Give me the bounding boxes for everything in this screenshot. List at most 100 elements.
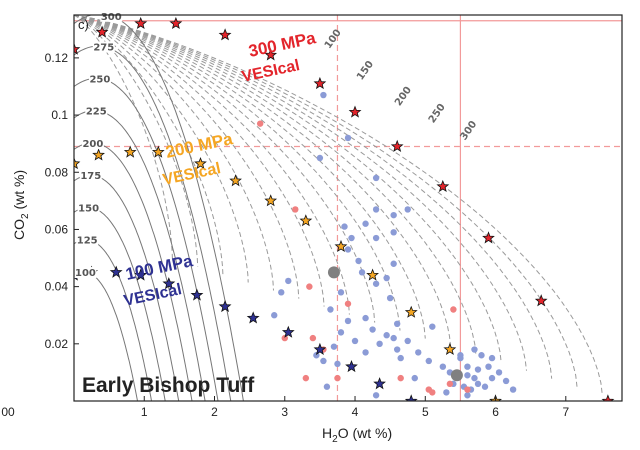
y-axis-label-main: CO	[11, 219, 27, 240]
x-axis-label-rest: O (wt %)	[338, 425, 392, 441]
vesical-star-200-mpa	[151, 145, 165, 158]
melt-inclusion-blue	[390, 229, 397, 236]
series-label-100-vesical: VESIcal	[122, 281, 183, 310]
melt-inclusion-blue	[285, 277, 292, 285]
melt-inclusion-blue	[439, 363, 447, 370]
melt-inclusion-blue	[425, 357, 432, 365]
melt-inclusion-pink	[306, 283, 313, 290]
melt-inclusion-pink	[450, 306, 457, 313]
melt-inclusion-pink	[292, 206, 299, 213]
vesical-star-300-mpa	[348, 105, 362, 118]
melt-inclusion-blue	[316, 154, 324, 162]
x-tick-label: 6	[492, 405, 499, 419]
x-axis-label-main: H	[322, 425, 332, 441]
isobar-label-225: 225	[86, 107, 107, 118]
vesical-star-100-mpa	[109, 265, 123, 278]
melt-inclusion-blue	[337, 289, 345, 296]
plot-frame	[73, 14, 623, 402]
isobar-label-bg	[77, 202, 100, 214]
vesical-star-300-mpa	[264, 48, 278, 61]
y-tick-label: 0.02	[45, 337, 69, 351]
melt-inclusion-blue	[320, 357, 327, 365]
isopleth-curve	[74, 15, 603, 395]
reference-lines	[74, 15, 622, 401]
isopleth-curve	[74, 15, 502, 363]
vesical-star-200-mpa	[74, 156, 81, 170]
melt-inclusion-blue	[509, 386, 517, 393]
vesical-star-200-mpa	[123, 145, 137, 158]
y-axis-label-rest: (wt %)	[11, 170, 27, 214]
melt-inclusion-blue	[495, 369, 503, 376]
isopleth-curve	[74, 15, 300, 299]
x-axis-label-sub: 2	[332, 434, 338, 445]
melt-inclusion-blue	[390, 211, 397, 219]
melt-inclusion-blue	[457, 352, 464, 359]
isobar-label-bg	[88, 73, 111, 85]
melt-inclusion-blue	[471, 374, 478, 382]
melt-inclusion-pink	[397, 374, 404, 382]
vesical-star-100-mpa	[162, 277, 176, 290]
melt-inclusion-blue	[344, 134, 352, 142]
isopleth-label-250: 250	[427, 102, 448, 125]
melt-inclusion-blue	[429, 323, 436, 330]
vesical-star-300-mpa	[436, 179, 450, 193]
isopleth-curves	[74, 15, 603, 395]
y-tick-label: 0.08	[45, 165, 69, 179]
melt-inclusion-blue	[372, 174, 380, 182]
melt-inclusion-blue	[411, 374, 418, 382]
melt-inclusion-blue	[390, 260, 397, 267]
melt-inclusion-blue	[464, 363, 471, 370]
isobar-label-250: 250	[89, 75, 110, 86]
melt-inclusion-blue	[488, 374, 496, 382]
vesical-star-300-mpa	[218, 28, 232, 41]
vesical-star-300-mpa	[601, 394, 615, 401]
melt-inclusion-pink	[344, 300, 352, 307]
melt-inclusion-blue	[390, 334, 397, 342]
y-axis-label: CO2 (wt %)	[11, 170, 31, 240]
melt-inclusion-blue	[404, 206, 411, 213]
vesical-star-200-mpa	[299, 214, 313, 227]
melt-inclusion-blue	[383, 332, 390, 339]
isopleth-label-150: 150	[355, 59, 376, 82]
melt-inclusion-pink	[464, 386, 471, 393]
isopleth-curve	[74, 15, 426, 339]
series-label-100-mpa: 100 MPa	[124, 251, 195, 284]
chart-title: Early Bishop Tuff	[82, 374, 255, 397]
series-label-200-vesical: VESIcal	[161, 160, 222, 189]
melt-inclusion-blue	[327, 306, 334, 313]
melt-inclusion-blue	[344, 317, 352, 325]
melt-inclusion-pink	[309, 334, 317, 342]
x-tick-label: 3	[281, 405, 288, 419]
isopleth-curve	[74, 15, 452, 347]
melt-inclusion-blue	[386, 294, 394, 302]
isopleth-curve	[74, 15, 325, 307]
melt-inclusion-blue	[443, 389, 450, 396]
x-tick-label: 00	[1, 405, 15, 419]
isobar-275	[74, 45, 232, 401]
melt-inclusion-blue	[474, 380, 482, 388]
melt-inclusion-blue	[485, 363, 492, 370]
isobar-label-bg	[100, 10, 123, 22]
isobar-label-bg	[81, 137, 104, 149]
melt-inclusion-blue	[330, 343, 338, 350]
isopleth-curve	[74, 15, 578, 387]
melt-inclusion-blue	[334, 360, 341, 368]
grey-marker	[327, 266, 340, 279]
melt-inclusion-blue	[358, 269, 366, 276]
x-tick-label: 5	[422, 405, 429, 419]
vesical-star-200-mpa	[229, 174, 242, 187]
melt-inclusion-blue	[362, 220, 369, 227]
x-tick-label: 2	[211, 405, 218, 419]
melt-inclusion-blue	[464, 392, 471, 399]
melt-inclusion-blue	[393, 346, 401, 353]
isobar-label-100: 100	[75, 268, 96, 279]
melt-inclusion-blue	[323, 383, 331, 390]
isobar-label-200: 200	[82, 139, 103, 150]
vesical-star-300-mpa	[134, 16, 148, 30]
isobar-label-bg	[79, 170, 102, 182]
melt-inclusion-blue	[383, 274, 390, 282]
isobar-label-125: 125	[77, 236, 98, 247]
melt-inclusion-blue	[397, 354, 404, 362]
isopleth-curve	[74, 15, 401, 331]
